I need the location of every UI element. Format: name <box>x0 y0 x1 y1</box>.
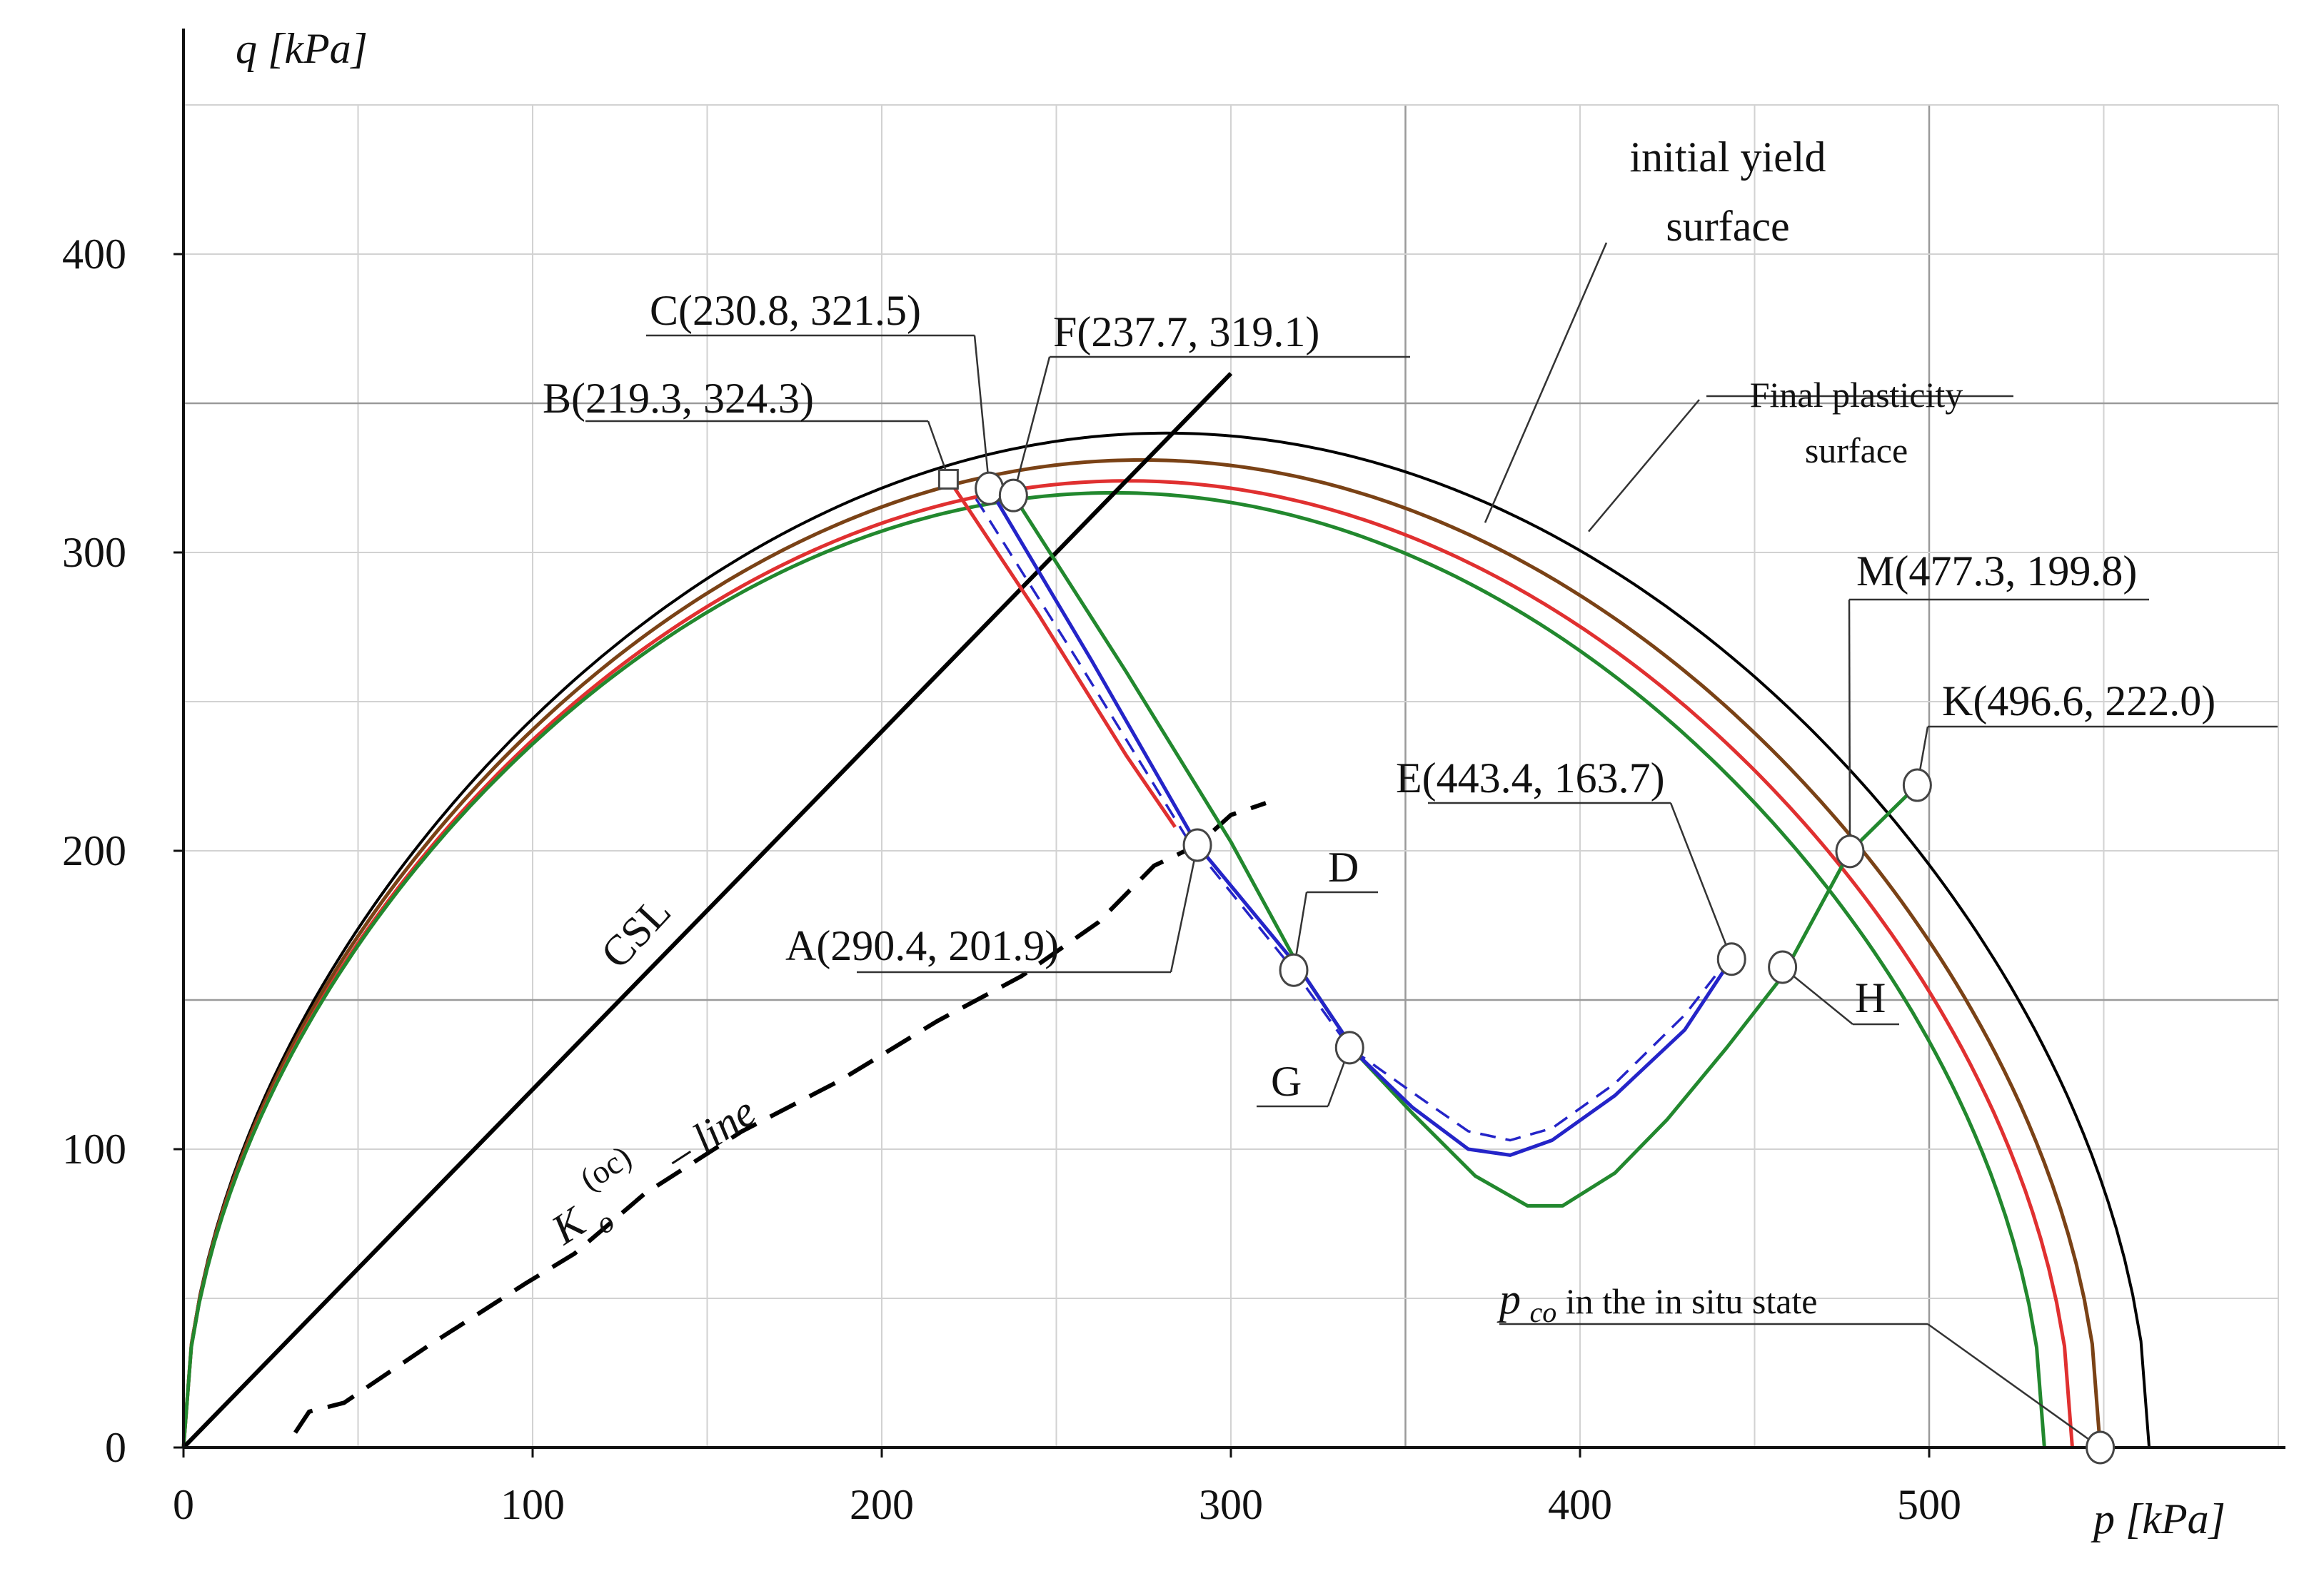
x-tick-label-100: 100 <box>500 1481 565 1528</box>
x-axis-title: p [kPa] <box>2091 1495 2225 1542</box>
point-label-c: C(230.8, 321.5) <box>650 287 921 334</box>
ko-line-label: K o (oc) – line <box>525 1061 770 1265</box>
marker-a <box>1182 828 1212 862</box>
point-label-d: D <box>1328 844 1359 891</box>
initial-yield-label-2: surface <box>1666 203 1789 250</box>
x-tick-label-400: 400 <box>1548 1481 1612 1528</box>
pco-label: p co in the in situ state <box>1496 1276 1818 1330</box>
x-tick-label-0: 0 <box>173 1481 194 1528</box>
initial-yield-label-1: initial yield <box>1630 133 1826 181</box>
point-label-h: H <box>1855 974 1886 1021</box>
y-axis-unit: [kPa] <box>268 25 368 72</box>
pco-rest: in the in situ state <box>1566 1281 1818 1321</box>
line-ko-oc-line <box>293 801 1267 1434</box>
marker-g <box>1334 1031 1364 1065</box>
pco-var: p <box>1496 1276 1521 1323</box>
marker-pco <box>2086 1430 2116 1465</box>
connector-a <box>1169 844 1199 973</box>
marker-f <box>998 478 1028 512</box>
marker-h <box>1768 950 1798 984</box>
csl-label: CSL <box>592 888 680 977</box>
point-label-g: G <box>1271 1058 1302 1105</box>
point-label-m: M(477.3, 199.8) <box>1856 547 2137 595</box>
pco-sub: co <box>1530 1296 1557 1328</box>
y-tick-label-300: 300 <box>62 529 126 576</box>
x-tick-label-500: 500 <box>1897 1481 1961 1528</box>
ko-line-text: – line <box>657 1088 764 1180</box>
ticks: 0 100 200 300 400 500 0 100 200 300 400 <box>62 231 1961 1528</box>
marker-e <box>1716 942 1746 976</box>
surface-initial-yield-surface <box>182 431 2151 1448</box>
connector-final-plasticity <box>1588 399 1700 532</box>
ko-base: K <box>543 1197 595 1253</box>
grid <box>183 104 2279 1448</box>
series-blue-path <box>987 487 1734 1157</box>
series-blue-dashed-path <box>975 497 1728 1142</box>
connector-initial-yield <box>1484 242 1608 523</box>
connector-pco <box>1927 1323 2101 1449</box>
y-tick-label-100: 100 <box>62 1126 126 1173</box>
axes <box>182 29 2285 1449</box>
ko-sub: o <box>590 1205 620 1241</box>
marker-m <box>1835 834 1865 869</box>
point-label-b: B(219.3, 324.3) <box>543 375 814 422</box>
leaders <box>585 242 2278 1449</box>
x-axis-var: p <box>2091 1495 2115 1542</box>
connector-e <box>1669 802 1733 960</box>
series-green-path <box>1012 494 1919 1208</box>
x-tick-label-300: 300 <box>1199 1481 1263 1528</box>
markers <box>937 468 2116 1465</box>
point-label-e: E(443.4, 163.7) <box>1396 754 1665 802</box>
series-red-path <box>947 479 1177 829</box>
point-label-f: F(237.7, 319.1) <box>1053 308 1319 355</box>
marker-c <box>975 471 1005 505</box>
point-label-a: A(290.4, 201.9) <box>785 922 1059 969</box>
surface-final-plasticity-surface <box>181 458 2103 1448</box>
final-plasticity-label-2: surface <box>1805 430 1908 470</box>
x-axis-unit: [kPa] <box>2126 1495 2225 1542</box>
ko-sup: (oc) <box>573 1138 638 1198</box>
svg-text:K o (oc) – l: K o (oc) – line <box>525 1061 770 1265</box>
x-tick-label-200: 200 <box>850 1481 914 1528</box>
connector-m <box>1848 599 1851 852</box>
y-tick-label-200: 200 <box>62 827 126 874</box>
curves <box>181 372 2151 1450</box>
y-tick-label-400: 400 <box>62 231 126 278</box>
marker-b <box>937 468 959 490</box>
connector-f <box>1012 356 1051 496</box>
final-plasticity-label-1: Final plasticity <box>1750 375 1963 415</box>
line-csl <box>181 372 1233 1450</box>
y-tick-label-0: 0 <box>105 1424 126 1471</box>
marker-k <box>1902 768 1932 802</box>
y-axis-title: q [kPa] <box>236 25 368 72</box>
y-axis-var: q <box>236 25 257 72</box>
connector-c <box>973 335 990 489</box>
point-label-k: K(496.6, 222.0) <box>1942 677 2215 724</box>
marker-d <box>1279 953 1309 987</box>
